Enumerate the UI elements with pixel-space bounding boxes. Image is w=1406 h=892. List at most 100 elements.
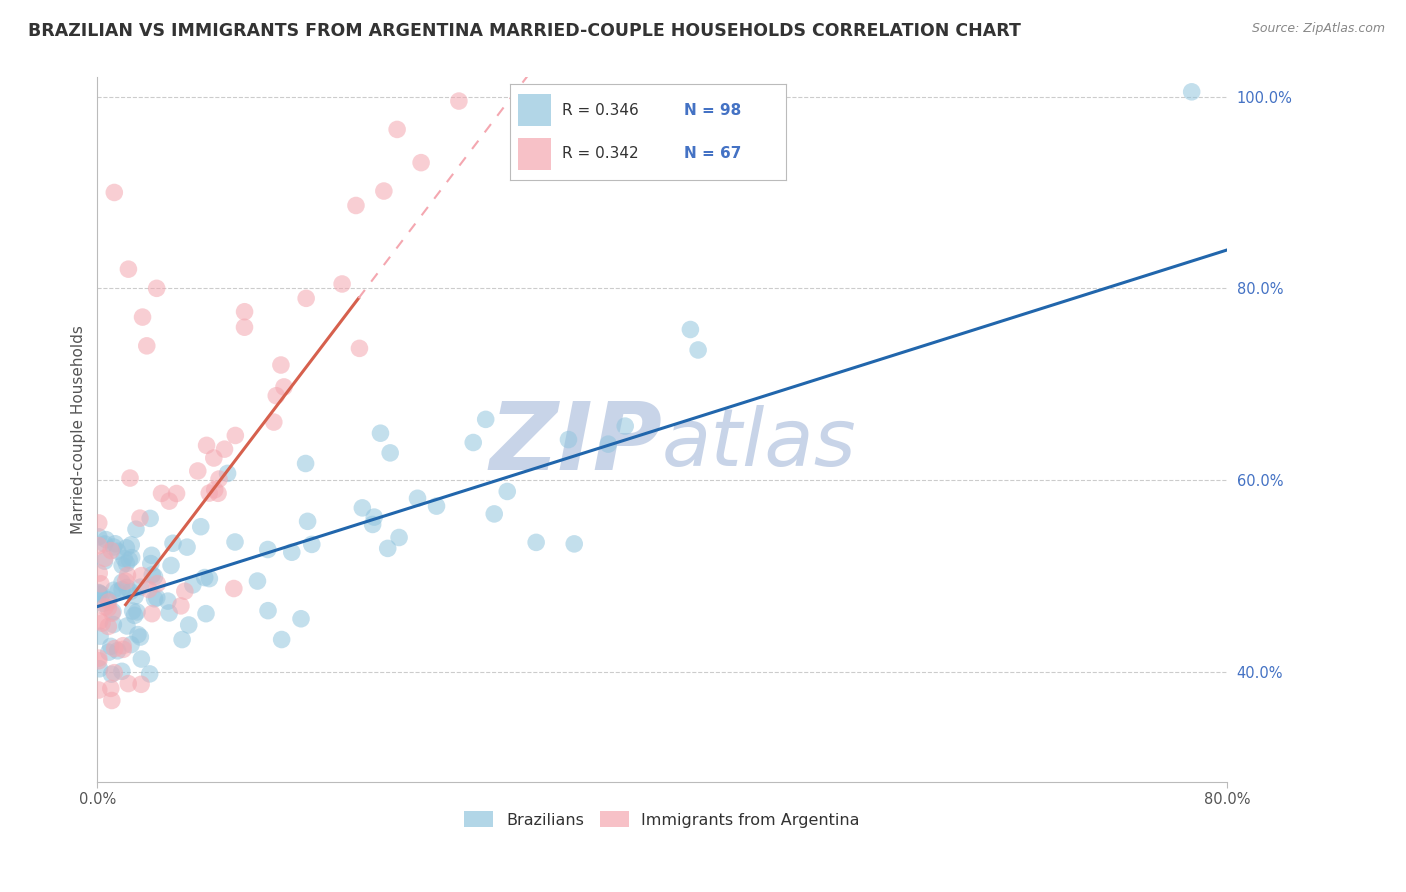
Point <box>120 638 142 652</box>
Point <box>91 616 114 631</box>
Point <box>87 530 110 544</box>
Point <box>447 94 470 108</box>
Point <box>129 677 152 691</box>
Point <box>89 566 111 581</box>
Point <box>141 549 163 563</box>
Point <box>112 642 135 657</box>
Point <box>257 604 280 618</box>
Point <box>411 155 433 169</box>
Point <box>363 510 385 524</box>
Point <box>222 582 245 596</box>
Point <box>190 519 212 533</box>
Point <box>194 570 217 584</box>
Point <box>117 568 139 582</box>
Point <box>101 605 124 619</box>
Point <box>380 446 402 460</box>
Point <box>101 693 124 707</box>
Point <box>170 599 193 613</box>
Point <box>103 583 125 598</box>
Point <box>463 435 485 450</box>
Point <box>295 291 318 305</box>
Point <box>111 558 134 573</box>
Point <box>129 580 152 594</box>
Point <box>100 667 122 681</box>
Point <box>89 614 111 628</box>
Point <box>198 572 221 586</box>
Point <box>370 426 392 441</box>
Point <box>115 619 138 633</box>
Point <box>598 437 620 451</box>
Point <box>100 640 122 654</box>
Point <box>187 464 209 478</box>
Point <box>131 652 153 666</box>
Point <box>87 654 110 668</box>
Point <box>115 557 138 571</box>
Point <box>614 419 637 434</box>
Point <box>297 514 319 528</box>
Point <box>173 584 195 599</box>
Point <box>87 539 110 553</box>
Point <box>121 550 143 565</box>
Point <box>214 442 236 457</box>
Point <box>208 472 231 486</box>
Point <box>264 389 287 403</box>
Point <box>87 683 110 698</box>
Point <box>115 581 138 595</box>
Point <box>94 599 117 614</box>
Point <box>270 358 292 372</box>
Point <box>127 627 149 641</box>
Point <box>143 570 166 584</box>
Point <box>474 412 496 426</box>
Point <box>224 428 246 442</box>
Point <box>150 486 173 500</box>
Point <box>103 617 125 632</box>
Point <box>679 322 702 336</box>
Point <box>176 540 198 554</box>
Point <box>94 533 117 547</box>
Point <box>111 665 134 679</box>
Point <box>117 676 139 690</box>
Point <box>557 433 579 447</box>
Point <box>100 681 122 696</box>
Point <box>135 339 157 353</box>
Point <box>89 629 111 643</box>
Point <box>496 484 519 499</box>
Point <box>1181 85 1204 99</box>
Point <box>385 122 408 136</box>
Point <box>97 595 120 609</box>
Point <box>562 537 585 551</box>
Point <box>344 198 367 212</box>
Point <box>156 594 179 608</box>
Point <box>233 320 256 334</box>
Point <box>273 380 295 394</box>
Point <box>114 574 136 589</box>
Point <box>90 587 112 601</box>
Point <box>118 471 141 485</box>
Point <box>100 543 122 558</box>
Point <box>107 584 129 599</box>
Point <box>120 584 142 599</box>
Point <box>157 606 180 620</box>
Point <box>141 567 163 582</box>
Point <box>349 342 371 356</box>
Point <box>94 537 117 551</box>
Point <box>120 538 142 552</box>
Point <box>146 591 169 605</box>
Point <box>373 184 395 198</box>
Point <box>139 557 162 571</box>
Point <box>688 343 710 357</box>
Point <box>97 645 120 659</box>
Point <box>129 511 152 525</box>
Point <box>118 553 141 567</box>
Point <box>93 554 115 568</box>
Point <box>172 632 194 647</box>
Point <box>204 483 226 497</box>
Point <box>87 586 110 600</box>
Point <box>484 507 506 521</box>
Point <box>129 630 152 644</box>
Point <box>202 450 225 465</box>
Point <box>125 522 148 536</box>
Point <box>124 608 146 623</box>
Text: Source: ZipAtlas.com: Source: ZipAtlas.com <box>1251 22 1385 36</box>
Point <box>87 651 110 665</box>
